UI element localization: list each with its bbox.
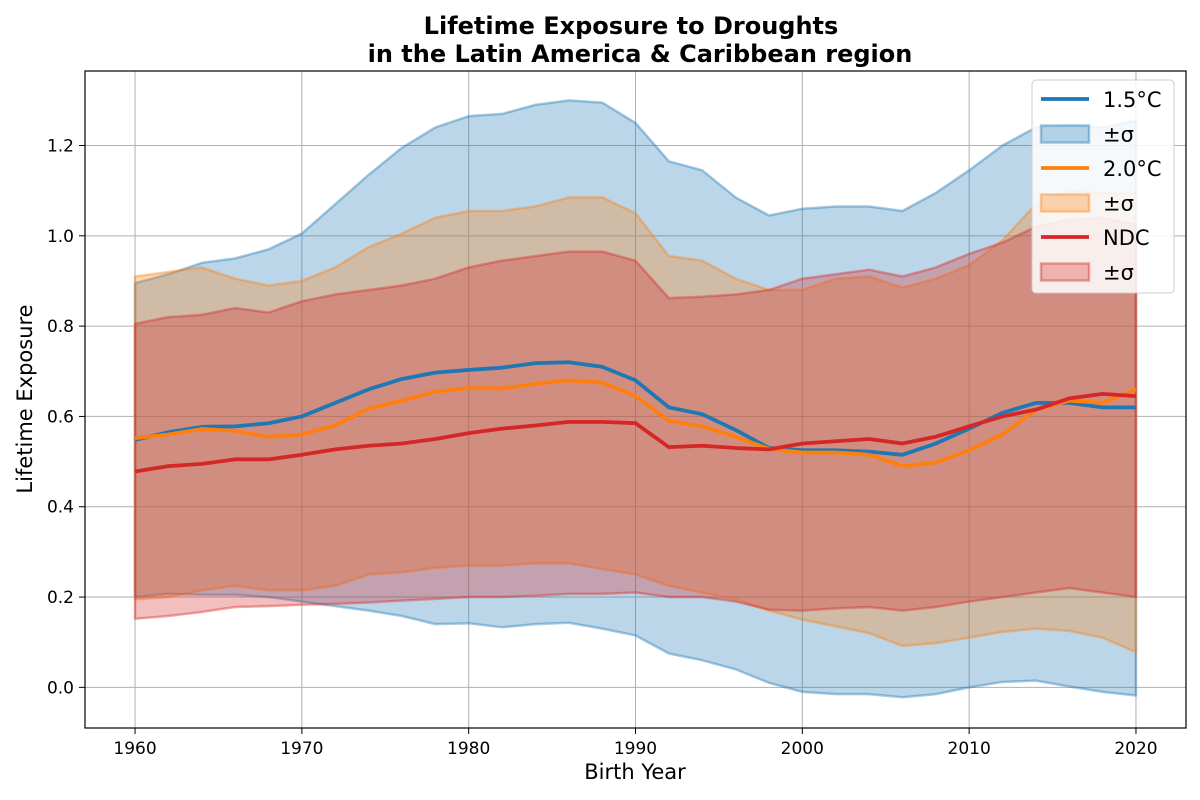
legend: 1.5°C ±σ 2.0°C ±σ NDC ±σ (1031, 79, 1175, 294)
legend-label: 2.0°C (1103, 157, 1162, 181)
x-tick-label: 2020 (1114, 739, 1157, 759)
x-tick-label: 1980 (447, 739, 490, 759)
y-tick-label: 0.2 (47, 588, 74, 608)
mean-lines (134, 360, 1137, 474)
x-tick-label: 1990 (614, 739, 657, 759)
x-tick-label: 2010 (948, 739, 991, 759)
y-tick-label: 0.6 (47, 407, 74, 427)
legend-band-label: ±σ (1103, 123, 1134, 147)
x-tick-label: 1970 (280, 739, 323, 759)
y-axis-label: Lifetime Exposure (13, 304, 37, 493)
chart-title-line-2: in the Latin America & Caribbean region (368, 40, 913, 68)
line-series-3 (134, 391, 1137, 474)
legend-band-swatch (1039, 262, 1091, 282)
chart-title-line-1: Lifetime Exposure to Droughts (424, 12, 839, 40)
band-series-1 (133, 99, 1138, 699)
legend-label: NDC (1103, 226, 1150, 250)
axis-ticks: 1960 1970 1980 1990 2000 2010 2020 0.0 0.2 0.4 0.6… (47, 137, 1158, 759)
y-tick-label: 0.8 (47, 317, 74, 337)
y-tick-label: 1.2 (47, 137, 74, 157)
band-series-3 (133, 216, 1138, 620)
y-tick-label: 0.0 (47, 678, 74, 698)
legend-label: 1.5°C (1103, 88, 1162, 112)
legend-band-label: ±σ (1103, 261, 1134, 285)
legend-band-label: ±σ (1103, 192, 1134, 216)
y-tick-label: 1.0 (47, 227, 74, 247)
line-series-1 (134, 360, 1136, 457)
plot-area-frame (84, 70, 1187, 729)
legend-box (1031, 79, 1175, 294)
line-series-2 (134, 378, 1137, 469)
uncertainty-bands (133, 99, 1138, 699)
legend-band-swatch (1039, 193, 1091, 213)
y-tick-label: 0.4 (47, 498, 74, 518)
x-axis-label: Birth Year (584, 760, 686, 784)
x-tick-label: 1960 (113, 739, 156, 759)
x-tick-label: 2000 (781, 739, 824, 759)
legend-band-swatch (1039, 124, 1091, 144)
